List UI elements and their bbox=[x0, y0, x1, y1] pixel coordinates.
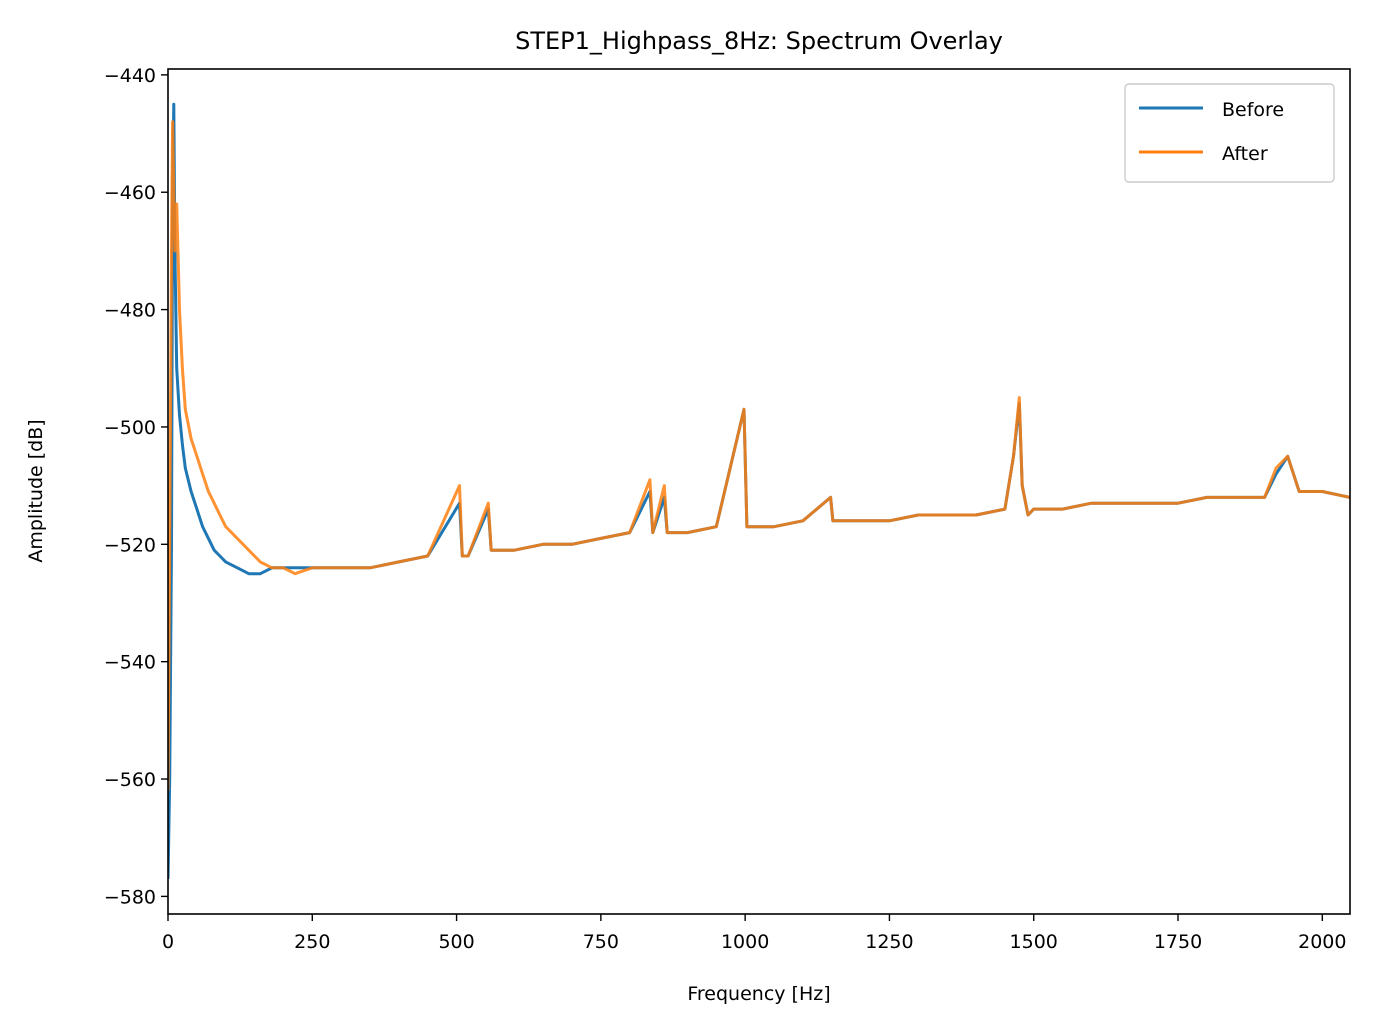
x-tick-label: 500 bbox=[438, 931, 474, 953]
x-tick-label: 1750 bbox=[1154, 931, 1202, 953]
x-tick-label: 2000 bbox=[1298, 931, 1346, 953]
x-tick-label: 250 bbox=[294, 931, 330, 953]
y-axis-label: Amplitude [dB] bbox=[25, 419, 47, 562]
y-tick-label: −440 bbox=[104, 65, 156, 87]
x-axis-label: Frequency [Hz] bbox=[687, 983, 830, 1005]
x-tick-label: 750 bbox=[583, 931, 619, 953]
legend-label-after: After bbox=[1222, 143, 1268, 165]
x-tick-label: 1000 bbox=[721, 931, 769, 953]
legend: Before After bbox=[1124, 83, 1335, 183]
y-tick-label: −520 bbox=[104, 534, 156, 556]
series-line-after bbox=[168, 120, 1350, 791]
x-axis: 0 250 500 750 1000 1250 1500 1750 2000 bbox=[162, 914, 1346, 953]
y-tick-label: −460 bbox=[104, 182, 156, 204]
chart-title: STEP1_Highpass_8Hz: Spectrum Overlay bbox=[515, 27, 1003, 55]
x-tick-label: 1250 bbox=[865, 931, 913, 953]
y-tick-label: −560 bbox=[104, 769, 156, 791]
y-tick-label: −580 bbox=[104, 886, 156, 908]
y-tick-label: −480 bbox=[104, 300, 156, 322]
y-tick-label: −540 bbox=[104, 652, 156, 674]
x-tick-label: 0 bbox=[162, 931, 174, 953]
plot-area-frame bbox=[167, 68, 1351, 915]
y-axis: −440 −460 −480 −500 −520 −540 −560 −580 bbox=[104, 65, 168, 908]
legend-label-before: Before bbox=[1222, 99, 1284, 121]
x-tick-label: 1500 bbox=[1010, 931, 1058, 953]
y-tick-label: −500 bbox=[104, 417, 156, 439]
